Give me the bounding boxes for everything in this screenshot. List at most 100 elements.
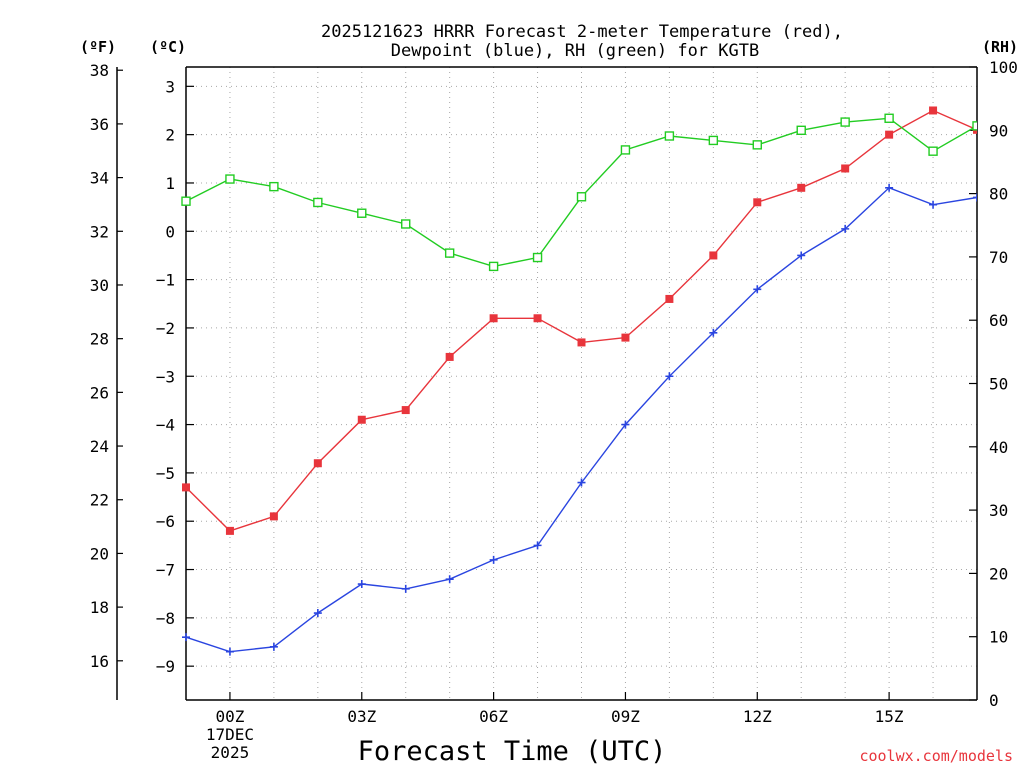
dewpoint-point <box>489 555 498 564</box>
celsius-tick-label: −3 <box>156 367 175 386</box>
fahrenheit-tick-label: 32 <box>90 222 109 241</box>
fahrenheit-tick-label: 38 <box>90 61 109 80</box>
rh-point <box>532 252 543 263</box>
rh-tick-label: 100 <box>989 58 1018 77</box>
rh-point <box>796 125 806 136</box>
time-tick-label: 17DEC <box>206 725 254 744</box>
rh-tick-label: 70 <box>989 248 1008 267</box>
temperature-point <box>533 314 542 323</box>
temperature-point <box>929 106 938 115</box>
celsius-tick-label: 3 <box>165 77 175 96</box>
fahrenheit-tick-label: 34 <box>90 169 109 188</box>
celsius-axis-title: (ºC) <box>150 38 186 56</box>
fahrenheit-tick-label: 18 <box>90 598 109 617</box>
time-tick-label: 03Z <box>347 707 376 726</box>
dewpoint-point <box>182 633 190 642</box>
temperature-point <box>621 333 630 342</box>
fahrenheit-tick-label: 20 <box>90 544 109 563</box>
fahrenheit-axis-title: (ºF) <box>80 38 116 56</box>
temperature-point <box>577 338 586 347</box>
rh-tick-label: 50 <box>989 375 1008 394</box>
series-group <box>181 106 977 656</box>
fahrenheit-tick-label: 22 <box>90 491 109 510</box>
celsius-tick-label: −5 <box>156 464 175 483</box>
time-tick-label: 15Z <box>875 707 904 726</box>
rh-tick-label: 30 <box>989 501 1008 520</box>
celsius-tick-label: −8 <box>156 609 175 628</box>
rh-point <box>620 145 631 155</box>
celsius-tick-label: −6 <box>156 512 175 531</box>
temperature-point <box>665 294 674 303</box>
time-tick-label: 2025 <box>211 743 250 762</box>
rh-tick-label: 80 <box>989 185 1008 204</box>
celsius-tick-label: −2 <box>156 319 175 338</box>
rh-point <box>972 121 977 131</box>
rh-tick-label: 20 <box>989 564 1008 583</box>
rh-point <box>664 131 675 141</box>
temperature-point <box>489 314 498 323</box>
rh-point <box>357 208 367 218</box>
time-tick-label: 06Z <box>479 707 508 726</box>
chart-title-line-1: 2025121623 HRRR Forecast 2-meter Tempera… <box>321 22 843 42</box>
dewpoint-point <box>357 580 366 589</box>
rh-point <box>576 192 587 202</box>
temperature-point <box>753 198 762 207</box>
dewpoint-point <box>269 642 278 651</box>
axes <box>116 66 978 701</box>
celsius-tick-label: 2 <box>165 126 175 145</box>
rh-tick-label: 10 <box>989 628 1008 647</box>
temperature-point <box>797 183 806 192</box>
time-tick-label: 12Z <box>743 707 772 726</box>
dewpoint-point <box>665 372 674 381</box>
rh-point <box>444 248 455 258</box>
celsius-tick-label: −7 <box>156 561 175 580</box>
dewpoint-point <box>401 584 410 593</box>
rh-point <box>752 140 762 150</box>
temperature-point <box>401 406 410 415</box>
dewpoint-point <box>709 328 718 337</box>
celsius-tick-label: −4 <box>156 416 175 435</box>
temperature-point <box>445 352 454 361</box>
rh-tick-label: 90 <box>989 121 1008 140</box>
temperature-point <box>269 512 278 521</box>
dewpoint-point <box>621 420 630 429</box>
fahrenheit-tick-label: 28 <box>90 330 109 349</box>
dewpoint-point <box>973 193 977 202</box>
rh-point <box>313 197 323 208</box>
temperature-point <box>885 130 894 139</box>
time-tick-label: 00Z <box>215 707 244 726</box>
rh-point <box>225 174 235 184</box>
rh-axis-title: (RH) <box>982 38 1018 56</box>
rh-point <box>269 181 279 192</box>
dewpoint-point <box>225 647 234 656</box>
data-series <box>181 106 977 656</box>
rh-tick-label: 40 <box>989 438 1008 457</box>
temperature-point <box>313 459 322 468</box>
rh-point <box>884 113 894 123</box>
celsius-tick-label: −9 <box>156 657 175 676</box>
credit-text: coolwx.com/models <box>859 747 1013 765</box>
time-tick-label: 09Z <box>611 707 640 726</box>
dewpoint-point <box>313 609 322 618</box>
grid-lines <box>186 67 977 700</box>
fahrenheit-tick-label: 24 <box>90 437 109 456</box>
x-axis-title: Forecast Time (UTC) <box>358 736 667 767</box>
celsius-tick-label: 1 <box>165 174 175 193</box>
celsius-tick-label: −1 <box>156 271 175 290</box>
rh-point <box>181 196 191 206</box>
temperature-point <box>225 526 234 535</box>
dewpoint-point <box>577 478 586 487</box>
temperature-point <box>357 415 366 424</box>
dewpoint-point <box>929 200 938 209</box>
dewpoint-point <box>841 224 850 233</box>
fahrenheit-tick-label: 16 <box>90 652 109 671</box>
dewpoint-point <box>797 251 806 260</box>
fahrenheit-tick-label: 30 <box>90 276 109 295</box>
chart-title-line-2: Dewpoint (blue), RH (green) for KGTB <box>391 41 759 61</box>
dewpoint-point <box>533 541 542 550</box>
rh-point <box>708 135 719 146</box>
rh-tick-label: 0 <box>989 691 999 710</box>
temperature-point <box>182 483 190 492</box>
celsius-tick-label: 0 <box>165 222 175 241</box>
